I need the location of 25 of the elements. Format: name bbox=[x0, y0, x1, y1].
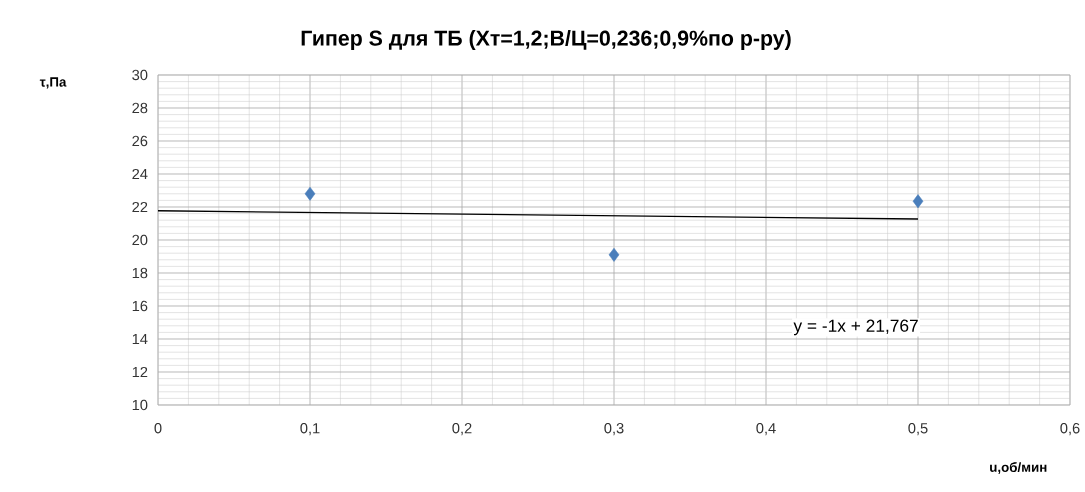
y-tick-label: 14 bbox=[132, 333, 148, 345]
y-tick-label: 26 bbox=[132, 135, 148, 147]
y-tick-label: 10 bbox=[132, 399, 148, 411]
x-axis-title: u,об/мин bbox=[990, 462, 1047, 474]
x-tick-label: 0 bbox=[154, 423, 162, 434]
x-tick-label: 0,5 bbox=[908, 423, 928, 436]
y-axis-title: τ,Па bbox=[39, 77, 67, 89]
x-tick-label: 0,6 bbox=[1060, 423, 1080, 436]
y-tick-label: 16 bbox=[132, 300, 148, 312]
y-tick-label: 12 bbox=[132, 366, 148, 378]
point bbox=[304, 186, 316, 201]
x-tick-label: 0,3 bbox=[604, 423, 624, 436]
y-tick-label: 28 bbox=[132, 102, 148, 114]
y-tick-label: 18 bbox=[132, 267, 148, 279]
y-tick-label: 22 bbox=[132, 201, 148, 213]
chart-title: Гипер S для ТБ (Хт=1,2;В/Ц=0,236;0,9%по р-ру) bbox=[301, 30, 791, 50]
point bbox=[608, 247, 620, 262]
point bbox=[912, 194, 924, 209]
x-tick-label: 0,4 bbox=[756, 423, 776, 436]
x-tick-label: 0,2 bbox=[452, 423, 472, 436]
y-tick-label: 30 bbox=[132, 69, 148, 81]
annotation: y = -1x + 21,767 bbox=[793, 319, 918, 336]
y-tick-label: 20 bbox=[132, 234, 148, 246]
y-tick-label: 24 bbox=[132, 168, 148, 180]
x-tick-label: 0,1 bbox=[300, 423, 320, 436]
